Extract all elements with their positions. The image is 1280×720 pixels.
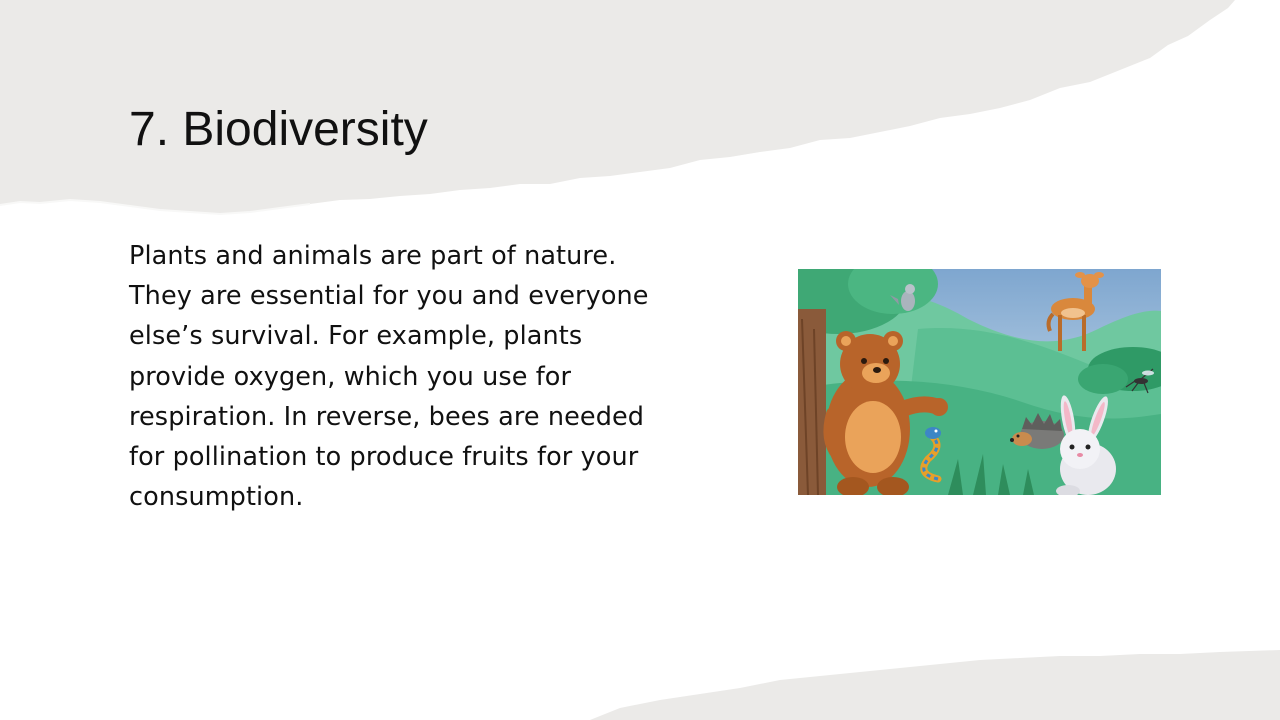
body-line: else’s survival. For example, plants — [129, 321, 583, 352]
bear-icon — [823, 331, 948, 495]
body-line: Plants and animals are part of nature. — [129, 241, 617, 271]
mosquito-icon — [1125, 368, 1154, 394]
animals-illustration — [798, 269, 1161, 495]
tree-icon — [798, 269, 938, 495]
body-line: for pollination to produce fruits for yo… — [129, 442, 639, 473]
deer-icon — [1046, 272, 1104, 351]
body-line: They are essential for you and everyone — [129, 281, 649, 312]
body-line: respiration. In reverse, bees are needed — [129, 401, 645, 432]
hedgehog-icon — [1010, 413, 1064, 449]
snake-icon — [920, 427, 942, 483]
body-paragraph: Plants and animals are part of nature. T… — [129, 236, 749, 517]
slide-title: 7. Biodiversity — [129, 103, 428, 156]
bird-icon — [890, 284, 915, 311]
rabbit-icon — [1056, 395, 1116, 495]
body-line: provide oxygen, which you use for — [129, 361, 572, 392]
body-line: consumption. — [129, 482, 304, 513]
